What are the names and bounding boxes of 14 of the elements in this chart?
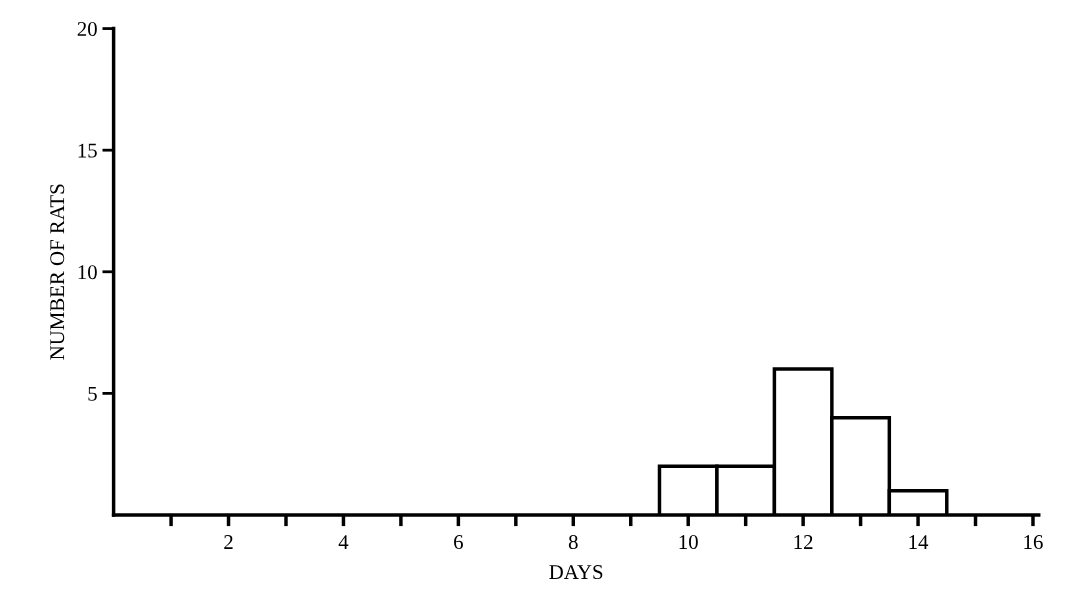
y-axis-title: NUMBER OF RATS (50, 184, 65, 360)
x-tick-label: 8 (568, 535, 578, 550)
y-tick-label: 10 (78, 265, 97, 280)
x-tick-label: 2 (224, 535, 233, 549)
x-tick-label: 12 (794, 535, 813, 549)
x-tick-label: 16 (1024, 535, 1043, 550)
y-tick-label: 20 (77, 21, 97, 37)
y-tick-label: 5 (88, 386, 97, 401)
x-tick-label: 6 (454, 535, 463, 550)
x-tick-label: 4 (338, 535, 349, 549)
x-tick-label: 14 (909, 535, 929, 549)
y-tick-label: 15 (78, 143, 97, 158)
x-tick-label: 10 (679, 535, 698, 550)
x-axis-title: DAYS (549, 565, 603, 580)
